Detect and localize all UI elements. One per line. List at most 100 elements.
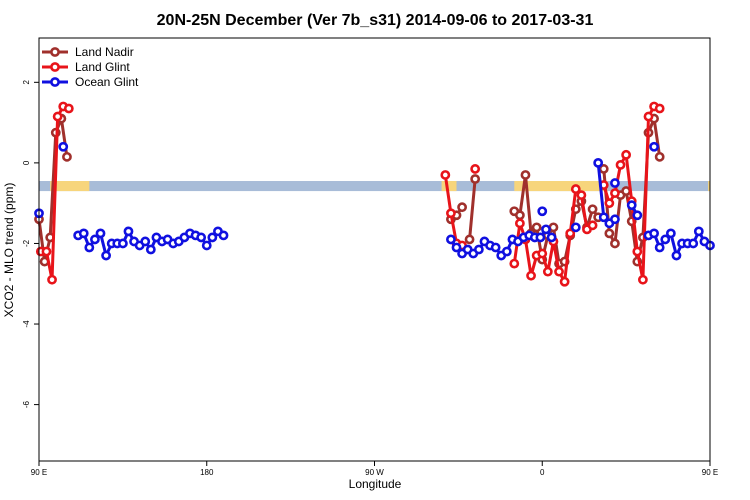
data-point (446, 208, 456, 219)
data-point (41, 246, 52, 257)
data-point (649, 228, 659, 239)
legend-label: Ocean Glint (75, 75, 139, 89)
y-tick-label: 2 (22, 80, 31, 85)
data-point (587, 220, 598, 231)
data-point (526, 270, 536, 281)
data-point (621, 149, 632, 160)
data-point (514, 210, 525, 221)
data-point (201, 240, 212, 251)
y-axis-label: XCO2 - MLO trend (ppm) (2, 183, 16, 318)
data-coverage-band (39, 181, 710, 192)
data-point (604, 198, 615, 209)
data-point (145, 244, 156, 255)
y-tick-label: -2 (22, 239, 31, 247)
legend-item: Ocean Glint (42, 75, 139, 89)
data-point (626, 200, 637, 211)
data-point (95, 228, 106, 239)
data-point (90, 234, 100, 245)
band-land-0 (50, 181, 90, 192)
x-tick-label: 180 (200, 468, 214, 477)
data-point (649, 141, 659, 152)
data-point (47, 274, 57, 285)
data-point (101, 250, 111, 261)
data-point (565, 228, 576, 239)
data-point (196, 232, 207, 243)
y-tick-label: 0 (22, 160, 31, 165)
data-point (559, 276, 570, 287)
legend-item: Land Glint (42, 60, 130, 74)
legend-marker (50, 77, 60, 87)
data-point (671, 250, 682, 261)
data-point (548, 222, 559, 233)
band-land-2 (514, 181, 608, 192)
data-point (610, 214, 620, 225)
band-sea (39, 181, 710, 192)
legend-marker (50, 62, 60, 72)
data-point (446, 234, 456, 245)
x-axis: 90 E 180 90 W 0 90 E (31, 461, 718, 477)
data-point (615, 159, 626, 170)
band-land-3 (708, 181, 710, 192)
series-layer (34, 101, 715, 287)
series-ocean-glint (34, 141, 715, 261)
data-point (693, 226, 704, 237)
data-point (78, 228, 89, 239)
data-point (470, 174, 481, 184)
data-point (501, 246, 512, 257)
data-point (604, 228, 615, 239)
legend-label: Land Glint (75, 60, 130, 74)
data-point (514, 218, 525, 229)
data-point (570, 222, 581, 233)
data-point (58, 141, 69, 152)
data-point (535, 232, 546, 243)
data-point (541, 224, 551, 235)
data-point (598, 212, 609, 223)
data-point (587, 204, 598, 215)
data-point (218, 230, 229, 241)
data-point (537, 248, 548, 259)
data-point (207, 232, 218, 243)
data-point (62, 151, 72, 162)
data-point (632, 210, 643, 221)
data-point (660, 234, 671, 245)
legend-label: Land Nadir (75, 45, 134, 59)
data-point (665, 228, 676, 239)
x-tick-label: 90 E (702, 468, 718, 477)
data-point (610, 188, 620, 198)
data-point (531, 222, 542, 233)
x-tick-label: 90 E (31, 468, 47, 477)
y-tick-label: -6 (22, 400, 31, 408)
data-point (638, 274, 648, 285)
data-point (576, 190, 587, 201)
data-point (84, 242, 95, 253)
data-point (52, 111, 63, 122)
data-point (451, 242, 462, 253)
legend-marker (50, 47, 60, 57)
data-point (457, 202, 468, 213)
data-point (570, 184, 581, 194)
x-tick-label: 0 (540, 468, 545, 477)
data-point (654, 103, 665, 114)
series-land-glint (35, 101, 665, 287)
legend-item: Land Nadir (42, 45, 134, 59)
x-tick-label: 90 W (365, 468, 384, 477)
data-point (117, 238, 128, 249)
data-point (537, 206, 548, 217)
series-line (468, 178, 477, 240)
data-point (464, 234, 475, 245)
data-point (542, 266, 553, 277)
data-point (643, 111, 654, 122)
data-point (520, 170, 531, 180)
data-point (610, 178, 620, 188)
data-point (63, 103, 74, 114)
data-point (654, 242, 665, 253)
data-point (593, 157, 604, 168)
data-point (473, 244, 484, 255)
data-point (554, 266, 564, 277)
data-point (440, 170, 451, 180)
data-point (688, 238, 699, 249)
data-point (509, 258, 520, 269)
data-point (470, 164, 481, 174)
